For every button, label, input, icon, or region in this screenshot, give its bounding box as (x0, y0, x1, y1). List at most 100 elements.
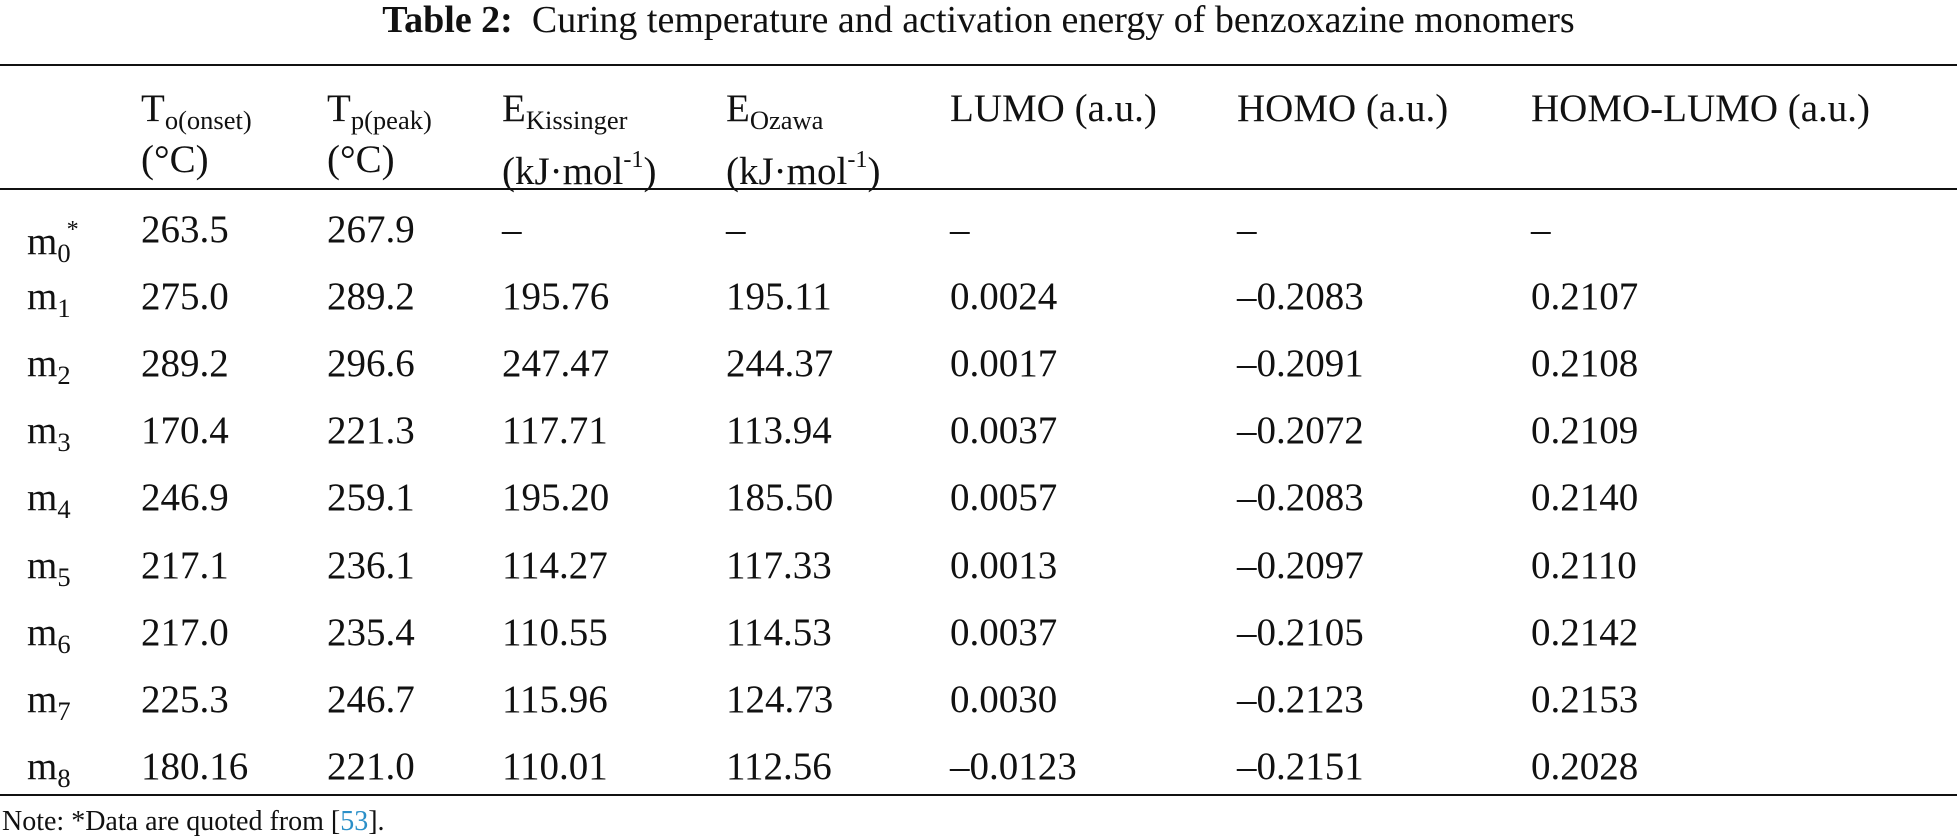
table-cell: 0.2107 (1531, 275, 1639, 319)
reference-link[interactable]: 53 (340, 806, 369, 837)
label-subscript: 2 (57, 360, 71, 391)
table-cell: 115.96 (502, 677, 608, 721)
row-label: m3 (27, 407, 71, 458)
table-cell: 0.2109 (1531, 409, 1639, 453)
table-cell: 0.0024 (950, 275, 1058, 319)
unit-text: (°C) (327, 138, 395, 181)
table-cell: 110.55 (502, 610, 608, 654)
header-main: HOMO (a.u.) (1237, 87, 1449, 130)
table-cell: 114.27 (502, 543, 608, 587)
table-cell: 296.6 (327, 342, 415, 386)
label-main: m (27, 342, 58, 386)
table-cell: 267.9 (327, 208, 415, 251)
column-header: Tp(peak) (327, 85, 432, 135)
table-cell: – (502, 208, 522, 251)
label-subscript: 8 (57, 762, 71, 793)
table-cell: 217.0 (141, 610, 229, 654)
table-cell: 0.2108 (1531, 342, 1639, 386)
table-cell: – (950, 208, 970, 251)
table-cell: 0.0013 (950, 543, 1058, 587)
row-label: m2 (27, 340, 71, 391)
column-unit: (°C) (141, 136, 209, 184)
label-subscript: 7 (57, 695, 71, 726)
label-subscript: 3 (57, 427, 71, 458)
table-cell: –0.2097 (1237, 543, 1364, 587)
table-cell: 0.2110 (1531, 543, 1637, 587)
table-cell: –0.2105 (1237, 610, 1364, 654)
header-rule (0, 188, 1957, 190)
table-cell: –0.2083 (1237, 275, 1364, 319)
table-cell: 225.3 (141, 677, 229, 721)
label-main: m (27, 610, 58, 654)
header-subscript: Ozawa (749, 104, 824, 135)
table-cell: 236.1 (327, 543, 415, 587)
table-cell: –0.2123 (1237, 677, 1364, 721)
table-cell: –0.2072 (1237, 409, 1364, 453)
label-subscript: 6 (57, 628, 71, 659)
column-header: EOzawa (726, 85, 824, 135)
label-superscript: * (66, 216, 79, 243)
column-header: EKissinger (502, 85, 627, 135)
unit-end: ) (643, 149, 657, 193)
table-cell: 195.76 (502, 275, 610, 319)
row-label: m1 (27, 273, 71, 323)
header-main: HOMO-LUMO (a.u.) (1531, 87, 1871, 130)
row-label: m6 (27, 609, 71, 659)
column-unit: (kJ·mol-1) (502, 136, 656, 193)
table-note: Note: *Data are quoted from [53]. (2, 805, 385, 839)
label-main: m (27, 677, 58, 721)
table-cell: 259.1 (327, 476, 415, 520)
table-cell: 180.16 (141, 744, 249, 788)
column-header: HOMO-LUMO (a.u.) (1531, 85, 1870, 133)
header-main: E (502, 87, 526, 130)
row-label: m8 (27, 743, 71, 793)
table-cell: 113.94 (726, 409, 832, 453)
header-main: T (327, 87, 351, 130)
column-unit: (°C) (327, 136, 395, 184)
header-subscript: p(peak) (350, 104, 432, 135)
table-cell: 0.0037 (950, 610, 1058, 654)
header-main: T (141, 87, 165, 130)
table-cell: 244.37 (726, 342, 834, 386)
label-main: m (27, 744, 58, 788)
title-label: Table 2: (382, 0, 513, 41)
unit-superscript: -1 (623, 146, 644, 173)
table-cell: 221.3 (327, 409, 415, 453)
bottom-rule (0, 794, 1957, 796)
table-cell: 170.4 (141, 409, 229, 453)
header-main: E (726, 87, 750, 130)
table-title: Table 2: Curing temperature and activati… (0, 0, 1957, 44)
label-main: m (27, 409, 58, 453)
row-label: m7 (27, 676, 71, 726)
table-cell: 0.0030 (950, 677, 1058, 721)
label-subscript: 5 (57, 561, 71, 592)
unit-end: ) (867, 149, 881, 193)
label-main: m (27, 543, 58, 587)
table-cell: 246.7 (327, 677, 415, 721)
table-cell: 263.5 (141, 208, 229, 251)
table-cell: 289.2 (327, 275, 415, 319)
table-cell: 124.73 (726, 677, 834, 721)
label-main: m (27, 476, 58, 520)
table-cell: 195.20 (502, 476, 610, 520)
row-label: m0* (27, 206, 79, 268)
table-cell: 246.9 (141, 476, 229, 520)
unit-superscript: -1 (847, 146, 868, 173)
table-cell: 112.56 (726, 744, 832, 788)
table-cell: 117.33 (726, 543, 832, 587)
row-label: m4 (27, 474, 71, 524)
table-cell: 221.0 (327, 744, 415, 788)
table-cell: 0.0037 (950, 409, 1058, 453)
table-cell: 0.2028 (1531, 744, 1639, 788)
row-label: m5 (27, 542, 71, 592)
table-cell: 235.4 (327, 610, 415, 654)
note-end: ]. (368, 806, 385, 837)
header-subscript: o(onset) (164, 104, 252, 135)
column-header: HOMO (a.u.) (1237, 85, 1448, 133)
title-text: Curing temperature and activation energy… (531, 0, 1575, 41)
note-text: Note: *Data are quoted from [ (2, 806, 341, 837)
header-main: LUMO (a.u.) (950, 87, 1157, 130)
table-cell: 217.1 (141, 543, 229, 587)
table-cell: – (1531, 208, 1551, 251)
table-cell: 117.71 (502, 409, 608, 453)
